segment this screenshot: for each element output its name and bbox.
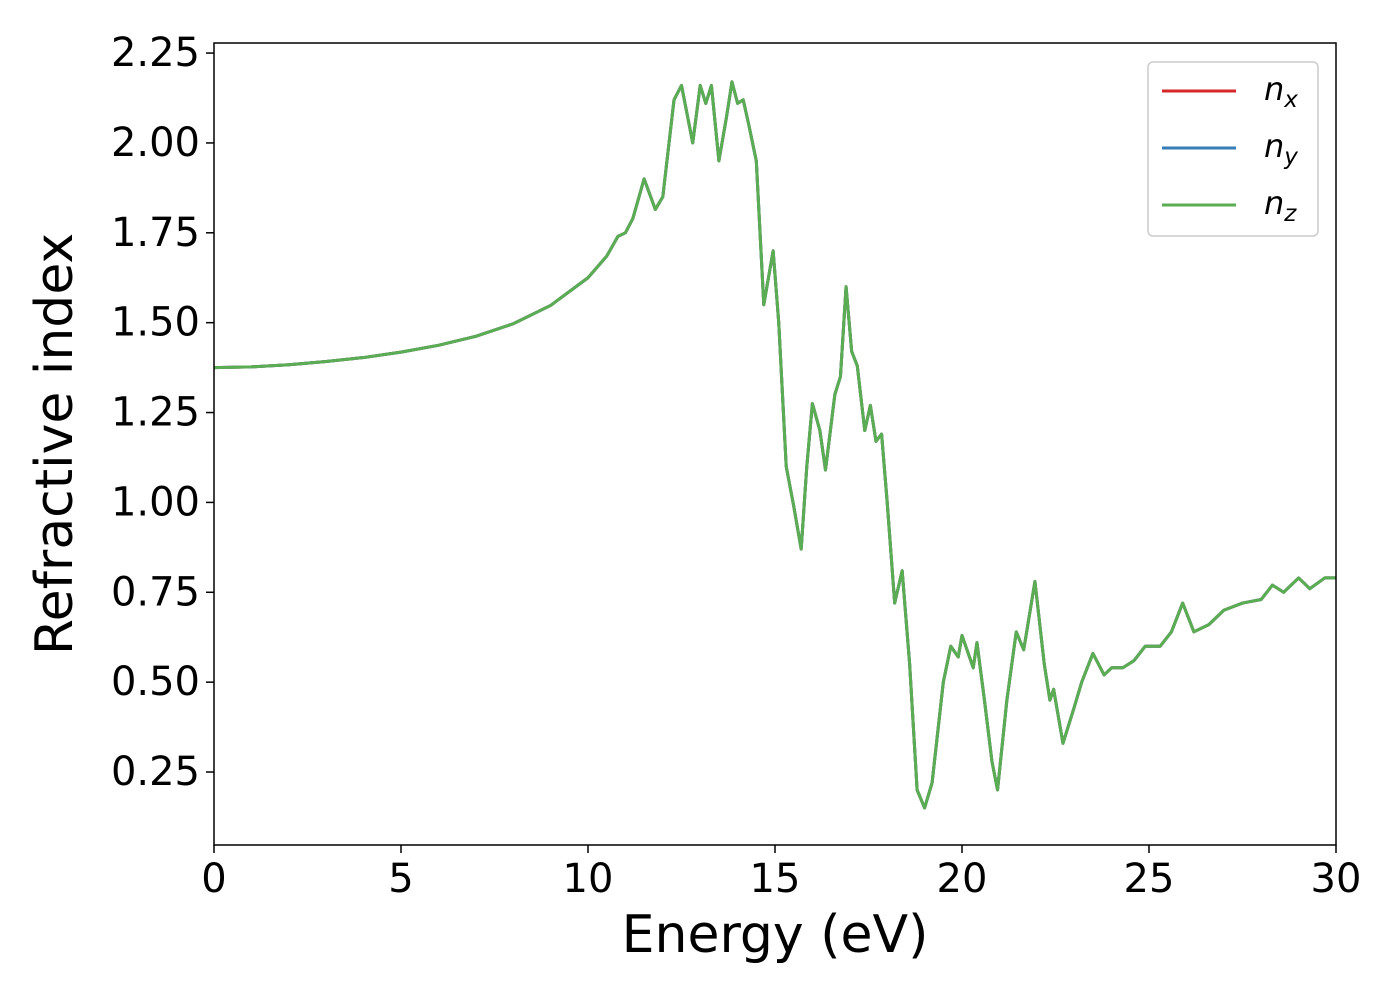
y-tick-label: 1.00 bbox=[111, 479, 200, 525]
y-axis-label: Refractive index bbox=[25, 233, 85, 655]
legend: nx ny nz bbox=[1147, 61, 1319, 237]
x-tick-label: 10 bbox=[563, 856, 614, 902]
series-line bbox=[213, 80, 1336, 810]
plot-frame bbox=[213, 42, 1337, 846]
x-tick-label: 20 bbox=[937, 856, 988, 902]
y-tick-label: 1.50 bbox=[111, 300, 200, 346]
y-tick-label: 1.25 bbox=[111, 390, 200, 436]
y-tick-label: 0.25 bbox=[111, 749, 200, 795]
y-tick-label: 2.00 bbox=[111, 120, 200, 166]
legend-label: nx bbox=[1264, 70, 1298, 113]
legend-label: ny bbox=[1264, 127, 1298, 170]
x-axis-label: Energy (eV) bbox=[622, 905, 929, 965]
legend-label: nz bbox=[1264, 184, 1297, 227]
y-tick-label: 2.25 bbox=[111, 30, 200, 76]
y-tick-label: 1.75 bbox=[111, 210, 200, 256]
x-tick-label: 5 bbox=[388, 856, 413, 902]
x-tick-label: 30 bbox=[1311, 856, 1362, 902]
y-tick-label: 0.50 bbox=[111, 659, 200, 705]
x-tick-label: 25 bbox=[1124, 856, 1175, 902]
x-tick-label: 15 bbox=[750, 856, 801, 902]
x-tick-label: 0 bbox=[201, 856, 226, 902]
y-tick-label: 0.75 bbox=[111, 569, 200, 615]
